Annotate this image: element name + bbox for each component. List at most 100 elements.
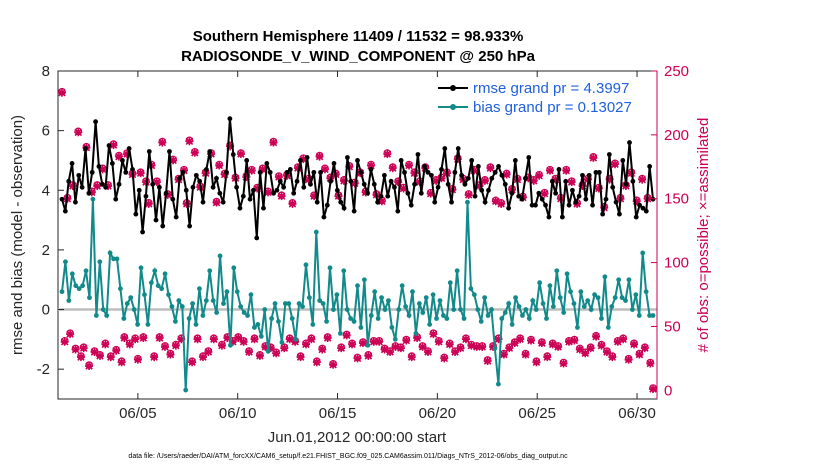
bias-point bbox=[403, 304, 409, 309]
obs-assimilated-marker bbox=[71, 345, 80, 354]
rmse-point bbox=[227, 116, 233, 122]
rmse-point bbox=[428, 172, 434, 178]
obs-assimilated-marker bbox=[152, 178, 161, 187]
rmse-point bbox=[415, 152, 421, 157]
bias-point bbox=[626, 277, 632, 283]
obs-assimilated-marker bbox=[226, 142, 235, 151]
obs-assimilated-marker bbox=[288, 199, 297, 208]
rmse-point bbox=[449, 199, 454, 205]
obs-assimilated-marker bbox=[608, 353, 617, 362]
bias-point bbox=[69, 271, 75, 277]
obs-assimilated-marker bbox=[171, 341, 180, 350]
bias-point bbox=[447, 280, 453, 286]
rmse-point bbox=[580, 172, 585, 178]
obs-assimilated-marker bbox=[209, 335, 218, 344]
obs-assimilated-marker bbox=[635, 350, 644, 359]
rmse-point bbox=[203, 167, 209, 172]
bias-point bbox=[114, 256, 120, 262]
rmse-point bbox=[230, 152, 236, 157]
obs-assimilated-marker bbox=[592, 332, 601, 341]
obs-assimilated-marker bbox=[380, 345, 389, 354]
bias-point bbox=[623, 298, 628, 303]
rmse-point bbox=[328, 178, 334, 184]
rmse-point bbox=[439, 167, 444, 172]
obs-assimilated-marker bbox=[461, 335, 470, 344]
bias-point bbox=[530, 298, 536, 303]
obs-assimilated-marker bbox=[575, 345, 584, 354]
bias-point bbox=[509, 322, 515, 327]
obs-assimilated-marker bbox=[570, 336, 579, 345]
rmse-point bbox=[126, 146, 132, 151]
bias-point bbox=[358, 325, 364, 330]
x-tick-label: 06/25 bbox=[518, 405, 556, 422]
obs-assimilated-marker bbox=[386, 347, 395, 356]
obs-assimilated-marker bbox=[554, 342, 563, 351]
rmse-point bbox=[408, 202, 414, 208]
obs-assimilated-marker bbox=[640, 344, 649, 353]
y-right-tick-label: 250 bbox=[664, 63, 689, 80]
bias-point bbox=[492, 345, 498, 351]
rmse-point bbox=[378, 193, 384, 199]
rmse-point bbox=[512, 158, 518, 163]
rmse-point bbox=[247, 196, 253, 202]
bias-point bbox=[279, 339, 285, 345]
bias-point bbox=[118, 286, 123, 292]
obs-assimilated-marker bbox=[301, 340, 310, 349]
rmse-point bbox=[298, 158, 303, 163]
bias-point bbox=[454, 268, 460, 274]
bias-point bbox=[468, 286, 474, 292]
legend: rmse grand pr = 4.3997 bias grand pr = 0… bbox=[438, 80, 632, 116]
bias-point bbox=[227, 342, 233, 348]
series-lines bbox=[59, 116, 656, 393]
bias-point bbox=[643, 289, 649, 295]
bias-point bbox=[513, 295, 518, 301]
rmse-point bbox=[596, 169, 602, 175]
rmse-point bbox=[539, 196, 545, 202]
obs-assimilated-marker bbox=[594, 184, 603, 193]
bias-point bbox=[104, 313, 110, 318]
bias-point bbox=[76, 286, 82, 292]
obs-assimilated-marker bbox=[114, 152, 123, 161]
bias-point bbox=[214, 310, 220, 315]
rmse-point bbox=[469, 158, 475, 163]
obs-assimilated-marker bbox=[407, 353, 416, 362]
bias-point bbox=[437, 298, 443, 303]
bias-point bbox=[430, 292, 436, 298]
y-axis-label: rmse and bias (model - observation) bbox=[9, 115, 26, 355]
obs-assimilated-marker bbox=[242, 173, 251, 182]
obs-assimilated-marker bbox=[144, 199, 153, 208]
obs-assimilated-marker bbox=[337, 344, 346, 353]
y-axis-right-label: # of obs: o=possible; ×=assimilated bbox=[695, 118, 712, 353]
rmse-point bbox=[432, 199, 438, 205]
rmse-point bbox=[590, 202, 595, 208]
bias-point bbox=[568, 289, 573, 295]
bias-point bbox=[389, 325, 395, 330]
bias-point bbox=[306, 295, 312, 301]
obs-assimilated-marker bbox=[486, 164, 495, 173]
rmse-point bbox=[536, 190, 542, 196]
rmse-point bbox=[523, 175, 528, 181]
bias-point bbox=[93, 313, 99, 318]
rmse-point bbox=[385, 193, 391, 199]
bias-point bbox=[166, 292, 171, 298]
obs-assimilated-marker bbox=[247, 166, 256, 175]
bias-point bbox=[441, 313, 446, 318]
rmse-point bbox=[603, 196, 609, 202]
rmse-point bbox=[133, 211, 139, 217]
obs-assimilated-marker bbox=[158, 138, 167, 147]
rmse-point bbox=[187, 223, 192, 229]
obs-assimilated-marker bbox=[483, 356, 492, 365]
rmse-point bbox=[627, 140, 632, 145]
bias-point bbox=[197, 286, 202, 292]
obs-assimilated-marker bbox=[497, 199, 506, 208]
rmse-point bbox=[371, 181, 377, 187]
obs-assimilated-marker bbox=[123, 150, 132, 159]
bias-point bbox=[111, 256, 116, 262]
rmse-point bbox=[244, 158, 250, 163]
obs-assimilated-marker bbox=[339, 176, 348, 185]
y-tick-label: 4 bbox=[42, 182, 50, 199]
bias-point bbox=[248, 292, 254, 298]
obs-assimilated-marker bbox=[529, 176, 538, 185]
bias-point bbox=[324, 319, 329, 324]
